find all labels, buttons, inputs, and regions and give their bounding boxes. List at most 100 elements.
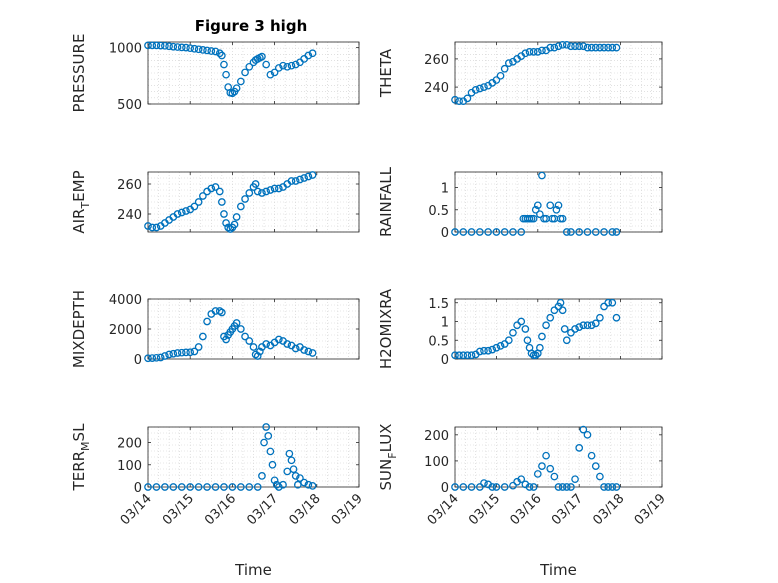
data-point [596, 472, 604, 481]
axes-frame [454, 171, 663, 233]
data-point [571, 42, 579, 51]
data-point [228, 483, 237, 491]
data-point [268, 460, 277, 469]
data-point [291, 177, 300, 185]
subplot-4: 0 0.5 1 RAINFALL [377, 166, 663, 241]
data-point [579, 425, 588, 434]
y-tick-label: 200 [117, 437, 142, 452]
data-point [612, 483, 621, 491]
data-point [587, 451, 596, 460]
data-point [194, 343, 203, 351]
y-axis-label: H2OMIXRA [377, 288, 395, 369]
data-point [552, 205, 561, 214]
data-point [255, 347, 264, 356]
y-tick-label: 0 [441, 481, 449, 496]
data-point [241, 68, 249, 77]
data-point [575, 323, 584, 331]
y-tick-label: 260 [117, 178, 142, 193]
data-point [245, 483, 254, 491]
data-point [492, 76, 501, 84]
axes-frame [147, 171, 360, 233]
y-tick-label: 240 [117, 208, 142, 223]
x-tick-label: 03/16 [202, 491, 239, 528]
data-point [480, 83, 488, 91]
data-point [251, 180, 260, 188]
data-point [463, 94, 472, 103]
data-point [228, 89, 237, 98]
data-point [218, 51, 226, 60]
data-point [203, 317, 211, 326]
data-point [600, 43, 608, 52]
data-point [199, 332, 207, 341]
data-point [144, 222, 152, 230]
axes-frame [454, 298, 663, 360]
x-tick-label: 03/18 [590, 491, 627, 528]
data-point [194, 483, 203, 491]
data-point [177, 208, 186, 217]
x-tick-label: 03/17 [549, 491, 586, 528]
y-axis-label: AIRTEMP [70, 170, 92, 233]
data-point [504, 59, 513, 67]
data-point [475, 483, 484, 491]
data-point [173, 349, 182, 357]
data-point [173, 43, 182, 51]
data-point [533, 470, 542, 478]
data-point [542, 321, 550, 330]
data-point [199, 192, 207, 200]
data-point [546, 313, 555, 322]
data-point [554, 42, 563, 51]
data-point [533, 48, 542, 56]
data-point [471, 86, 480, 94]
data-point [591, 43, 600, 52]
data-point [144, 354, 152, 363]
data-point [523, 336, 532, 345]
data-point [554, 201, 563, 210]
y-axis-label: SUNFLUX [377, 424, 399, 491]
data-point [600, 483, 608, 491]
data-point [152, 41, 161, 50]
data-point [232, 84, 241, 93]
data-point [222, 70, 230, 79]
data-point [232, 319, 241, 327]
data-point [182, 207, 190, 215]
data-point [222, 219, 230, 227]
data-point [587, 43, 596, 52]
data-point [230, 220, 239, 229]
data-point [152, 353, 161, 362]
data-point [186, 44, 195, 53]
data-point [517, 228, 526, 236]
x-axis-label: Time [234, 561, 272, 579]
y-tick-label: 2000 [109, 323, 142, 338]
data-point [283, 467, 292, 476]
data-point [222, 335, 230, 344]
data-point [612, 43, 621, 52]
data-point [291, 472, 300, 480]
data-point [492, 228, 501, 236]
data-point [484, 228, 492, 236]
data-point [475, 84, 484, 93]
data-point [575, 42, 584, 51]
data-point [236, 202, 245, 211]
x-tick-label: 03/17 [244, 491, 281, 528]
data-point [287, 61, 296, 70]
data-point [258, 472, 266, 480]
data-point [245, 62, 254, 71]
data-point [558, 306, 567, 315]
data-point [583, 321, 592, 330]
data-point [190, 44, 199, 53]
subplot-3: 240 260 AIRTEMP [70, 170, 360, 234]
data-point [604, 298, 613, 307]
data-point [296, 175, 304, 184]
data-point [232, 213, 241, 221]
data-point [260, 438, 268, 447]
data-point [148, 41, 157, 50]
data-point [264, 432, 273, 440]
data-point [262, 340, 271, 348]
data-point [199, 46, 207, 54]
data-point [583, 43, 592, 52]
data-point [525, 48, 534, 56]
y-tick-label: 1 [441, 316, 449, 331]
data-point [579, 42, 588, 51]
data-point [558, 214, 567, 223]
y-tick-label: 0.5 [428, 334, 449, 349]
